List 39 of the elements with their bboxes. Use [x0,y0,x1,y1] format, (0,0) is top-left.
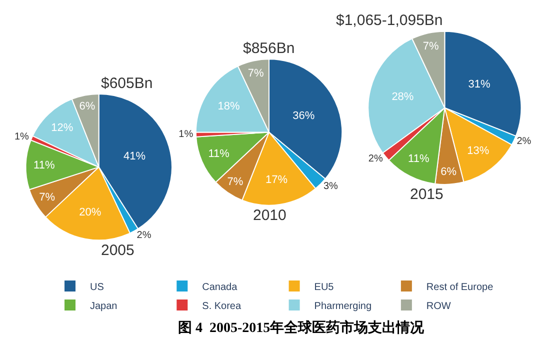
text: 2005 [101,242,134,259]
data-label: 41% [124,150,146,163]
data-label: 7% [248,68,264,80]
data-label: 20% [79,206,102,218]
legend-label: S. Korea [202,300,242,312]
data-label: 28% [392,91,414,104]
chart-title: $856Bn [243,40,295,57]
data-label: 36% [292,110,315,122]
data-label: 11% [208,148,230,160]
legend-label: EU5 [314,282,334,293]
legend-label: Pharmerging [314,300,372,312]
data-label: 18% [218,100,240,113]
data-label: 11% [408,152,430,165]
caption: 图 4 2005-2015年全球医药市场支出情况 [178,319,426,336]
data-label: 7% [227,176,244,188]
text: 2015 [410,186,444,203]
data-label: 2% [136,230,152,241]
data-label: 6% [440,166,457,178]
data-label: 1% [14,132,29,143]
data-label: 3% [323,181,338,192]
data-label: 6% [79,100,96,113]
data-label: 7% [39,192,56,204]
legend-label: US [90,282,104,293]
data-label: 2% [516,136,532,147]
text: 2010 [253,207,286,224]
data-label: 7% [422,40,440,53]
data-label: 11% [34,159,55,172]
data-label: 1% [178,129,194,140]
legend-label: ROW [426,300,452,312]
legend-label: Japan [90,300,118,312]
data-label: 13% [467,145,490,158]
data-label: 17% [265,174,288,186]
data-label: 12% [51,122,74,134]
legend-label: Canada [202,282,238,293]
chart-title: $605Bn [101,75,153,92]
data-label: 2% [368,153,383,164]
chart-title: $1,065-1,095Bn [336,12,443,29]
data-label: 31% [468,78,490,90]
legend-label: Rest of Europe [426,282,494,293]
